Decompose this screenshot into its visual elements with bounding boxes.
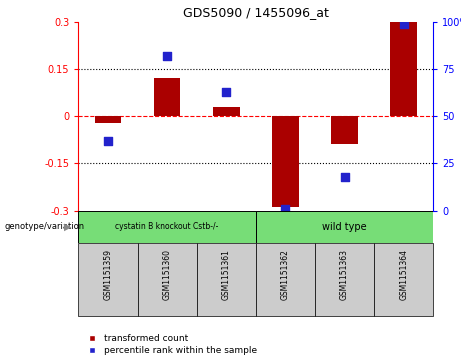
Text: GSM1151362: GSM1151362 (281, 249, 290, 300)
Legend: transformed count, percentile rank within the sample: transformed count, percentile rank withi… (83, 334, 257, 355)
Text: genotype/variation: genotype/variation (5, 223, 85, 231)
Bar (95, 116, 121, 123)
Bar (256, 243, 315, 316)
Point (282, 206, 289, 212)
Text: cystatin B knockout Cstb-/-: cystatin B knockout Cstb-/- (115, 223, 219, 231)
Point (104, 138, 112, 144)
Bar (78, 243, 137, 316)
Bar (272, 116, 299, 207)
Text: GSM1151361: GSM1151361 (222, 249, 231, 300)
Point (341, 174, 349, 179)
Bar (374, 243, 433, 316)
Bar (315, 243, 374, 316)
Bar (154, 78, 180, 116)
Text: ▶: ▶ (64, 222, 71, 232)
Bar (390, 22, 417, 116)
Bar (78, 211, 256, 243)
Point (400, 21, 408, 26)
Point (223, 89, 230, 94)
Text: GSM1151363: GSM1151363 (340, 249, 349, 300)
Bar (213, 107, 240, 116)
Text: wild type: wild type (322, 222, 367, 232)
Text: GSM1151359: GSM1151359 (103, 249, 112, 300)
Bar (137, 243, 197, 316)
Bar (197, 243, 256, 316)
Bar (256, 211, 433, 243)
Bar (331, 116, 358, 144)
Text: GSM1151360: GSM1151360 (163, 249, 171, 300)
Text: GSM1151364: GSM1151364 (399, 249, 408, 300)
Point (163, 53, 171, 59)
Title: GDS5090 / 1455096_at: GDS5090 / 1455096_at (183, 6, 329, 19)
